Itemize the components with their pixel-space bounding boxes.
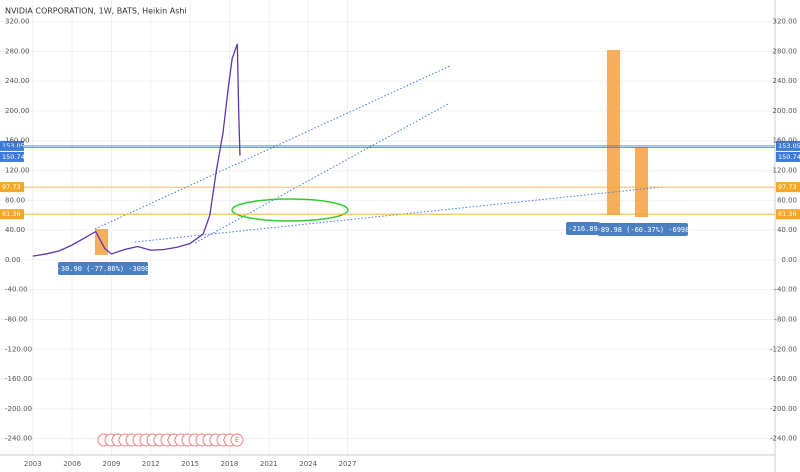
y-tick-label: 40.00 (777, 226, 797, 234)
highlight-ellipse (231, 198, 349, 222)
y-tick-label: -200.00 (770, 405, 797, 413)
y-tick-label: 280.00 (773, 47, 798, 55)
earnings-marker-label: E (235, 436, 239, 444)
y-tick-label: 40.00 (5, 226, 25, 234)
y-tick-label: 120.00 (773, 167, 798, 175)
x-tick-label: 2015 (181, 460, 199, 468)
x-tick-label: 2009 (103, 460, 121, 468)
price-tag (776, 140, 800, 151)
price-tag (776, 151, 800, 162)
price-line-series (32, 43, 241, 257)
x-tick-label: 2018 (221, 460, 239, 468)
price-tag-label: 61.36 (778, 210, 797, 218)
x-tick-label: 2027 (339, 460, 357, 468)
price-tag (0, 151, 24, 162)
price-tag (0, 209, 24, 220)
earnings-marker (230, 433, 244, 447)
y-tick-label: 160.00 (5, 137, 30, 145)
y-tick-label: -80.00 (774, 315, 797, 323)
measure-label: -216.89 (566, 222, 600, 235)
price-tag-label: 153.05 (778, 142, 800, 150)
plot: 153.05 153.05 150.74 150.74 97.73 97.73 61.36 6… (0, 43, 800, 257)
x-tick-label: 2006 (63, 460, 81, 468)
y-tick-label: 200.00 (5, 107, 30, 115)
measure-label: -89.98 (-60.37%) -6998 (597, 223, 690, 236)
x-tick-label: 2024 (299, 460, 317, 468)
measure-box (607, 50, 620, 215)
price-tag (0, 182, 24, 193)
y-tick-label: 320.00 (773, 18, 798, 26)
trend-line (94, 65, 451, 230)
y-tick-label: 280.00 (5, 47, 30, 55)
price-tag-label: 61.36 (2, 210, 21, 218)
trend-line (194, 103, 449, 244)
price-tag-label: 153.05 (2, 142, 25, 150)
y-tick-label: 80.00 (777, 196, 797, 204)
y-tick-label: -200.00 (5, 405, 32, 413)
y-tick-label: -160.00 (5, 375, 32, 383)
measure-box (635, 147, 648, 217)
trend-line (134, 186, 663, 243)
y-tick-label: 200.00 (773, 107, 798, 115)
price-tag (0, 140, 24, 151)
y-tick-label: -240.00 (770, 435, 797, 443)
y-tick-label: 80.00 (5, 196, 25, 204)
grid (0, 0, 775, 455)
x-tick-label: 2003 (24, 460, 42, 468)
y-tick-label: -80.00 (5, 315, 28, 323)
price-tag-label: 97.73 (778, 183, 797, 191)
y-tick-label: 160.00 (773, 137, 798, 145)
y-tick-label: 120.00 (5, 167, 30, 175)
y-tick-label: 240.00 (5, 77, 30, 85)
y-tick-label: 0.00 (5, 256, 21, 264)
price-tag-label: 150.74 (778, 153, 800, 161)
y-tick-label: -240.00 (5, 435, 32, 443)
y-tick-label: -40.00 (5, 286, 28, 294)
y-tick-label: -40.00 (774, 286, 797, 294)
y-tick-label: 0.00 (781, 256, 797, 264)
price-tag (776, 209, 800, 220)
y-tick-label: -120.00 (770, 345, 797, 353)
measure-text: -30.90 (-77.86%) -3090 (57, 265, 150, 273)
y-tick-label: 320.00 (5, 18, 30, 26)
measure-text: -216.89 (568, 225, 598, 233)
price-tag-label: 97.73 (2, 183, 21, 191)
measure-text: -89.98 (-60.37%) -6998 (597, 226, 690, 234)
x-tick-label: 2021 (260, 460, 278, 468)
chart-title: NVIDIA CORPORATION, 1W, BATS, Heikin Ash… (5, 7, 187, 16)
y-tick-label: 240.00 (773, 77, 798, 85)
price-tag-label: 150.74 (2, 153, 25, 161)
earnings-markers: E (97, 433, 244, 447)
y-tick-label: -160.00 (770, 375, 797, 383)
y-tick-label: -120.00 (5, 345, 32, 353)
price-tag (776, 182, 800, 193)
x-tick-label: 2012 (142, 460, 160, 468)
measure-label: -30.90 (-77.86%) -3090 (57, 262, 150, 275)
